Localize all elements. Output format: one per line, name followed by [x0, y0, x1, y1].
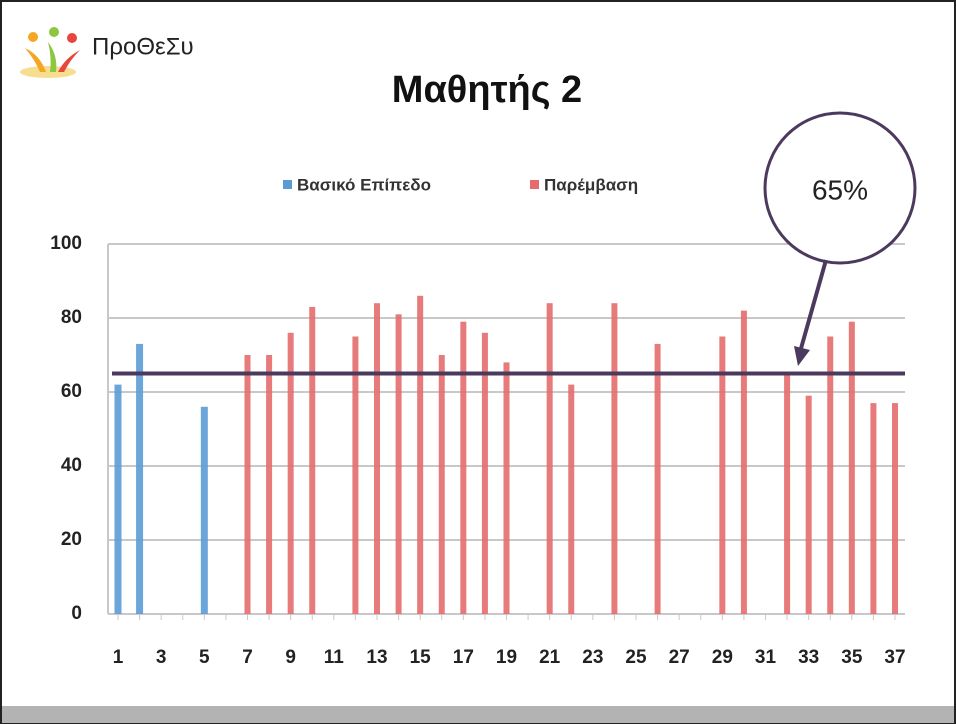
x-tick-label: 29	[712, 647, 733, 668]
bar	[309, 306, 316, 614]
legend-label: Παρέμβαση	[544, 175, 638, 194]
bar	[438, 355, 445, 614]
y-tick-label: 40	[61, 455, 82, 476]
bar	[460, 321, 467, 614]
x-tick-label: 25	[625, 647, 647, 668]
legend-swatch	[530, 180, 539, 189]
bar	[417, 295, 424, 614]
bar	[287, 332, 294, 614]
x-tick-label: 3	[156, 647, 167, 668]
x-tick-label: 33	[798, 647, 819, 668]
bar	[395, 314, 402, 614]
x-tick-label: 13	[366, 647, 387, 668]
legend-swatch	[283, 180, 292, 189]
bar	[266, 355, 273, 614]
logo-icon	[20, 27, 80, 78]
bar	[568, 384, 575, 614]
x-tick-label: 15	[410, 647, 432, 668]
threshold-label: 65%	[812, 174, 868, 205]
annotation-circle	[763, 111, 917, 265]
chart-title: Μαθητής 2	[392, 69, 582, 111]
bar	[200, 406, 208, 614]
y-tick-label: 100	[50, 233, 82, 254]
bar	[503, 362, 510, 614]
footer-bar	[2, 706, 954, 723]
x-tick-label: 37	[884, 647, 905, 668]
bar	[805, 395, 812, 614]
bar	[136, 343, 144, 614]
bar	[481, 332, 488, 614]
bar	[784, 373, 791, 614]
x-tick-label: 7	[242, 647, 253, 668]
x-tick-label: 5	[199, 647, 210, 668]
x-tick-label: 21	[539, 647, 561, 668]
y-tick-label: 80	[61, 307, 82, 328]
y-tick-label: 60	[61, 381, 82, 402]
bar	[114, 384, 122, 614]
bar	[374, 303, 380, 614]
y-tick-label: 20	[61, 529, 82, 550]
bar	[892, 403, 898, 614]
bar	[546, 303, 553, 614]
bar	[870, 403, 877, 614]
x-tick-label: 31	[755, 647, 777, 668]
bar	[244, 355, 251, 614]
legend-label: Βασικό Επίπεδο	[297, 175, 431, 194]
x-tick-label: 17	[453, 647, 474, 668]
logo-text: ΠροΘεΣυ	[92, 33, 194, 60]
x-tick-label: 27	[669, 647, 690, 668]
x-tick-label: 9	[285, 647, 296, 668]
bar	[827, 336, 834, 614]
bar	[848, 321, 855, 614]
x-tick-label: 1	[113, 647, 124, 668]
bar	[740, 310, 747, 614]
x-tick-label: 35	[841, 647, 863, 668]
x-tick-label: 11	[324, 647, 345, 668]
bar	[654, 343, 661, 614]
arrow-head	[794, 346, 810, 366]
y-tick-label: 0	[71, 603, 82, 624]
annotation-arrow	[798, 259, 828, 353]
x-tick-label: 23	[582, 647, 603, 668]
bar	[352, 336, 359, 614]
bar	[611, 303, 618, 614]
bar	[719, 336, 726, 614]
x-tick-label: 19	[496, 647, 517, 668]
